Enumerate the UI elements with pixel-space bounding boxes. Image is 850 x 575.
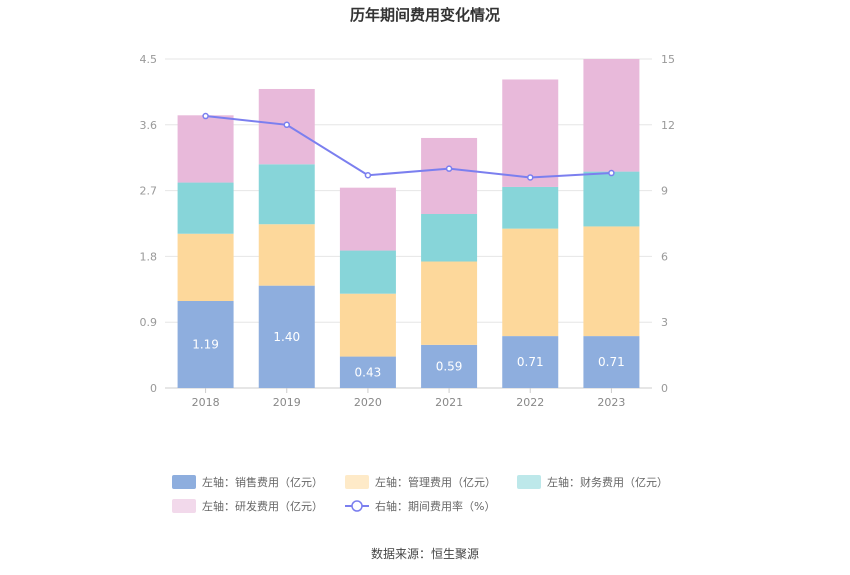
bar-segment bbox=[502, 228, 559, 337]
y-left-tick-label: 0.9 bbox=[140, 316, 158, 329]
bar-segment bbox=[583, 336, 640, 388]
legend-label: 左轴：销售费用（亿元） bbox=[202, 475, 323, 489]
bar-segment bbox=[583, 59, 640, 172]
bar-segment bbox=[421, 261, 478, 345]
x-tick-label: 2018 bbox=[192, 396, 220, 409]
y-axis-left: 0 0.9 1.8 2.7 3.6 4.5 bbox=[140, 53, 158, 395]
data-label: 1.19 bbox=[192, 337, 219, 351]
y-left-tick-label: 4.5 bbox=[140, 53, 158, 66]
bar-segment bbox=[502, 186, 559, 229]
y-right-tick-label: 0 bbox=[661, 382, 668, 395]
bar-segment bbox=[177, 182, 234, 234]
legend-label: 左轴：财务费用（亿元） bbox=[547, 475, 668, 489]
legend-item[interactable]: 左轴：研发费用（亿元） bbox=[172, 499, 323, 513]
rate-point bbox=[202, 112, 209, 120]
rate-point bbox=[527, 174, 534, 181]
bar-segment bbox=[258, 164, 315, 225]
bar-segment bbox=[339, 356, 396, 388]
legend-label: 左轴：管理费用（亿元） bbox=[375, 475, 496, 489]
legend[interactable]: 左轴：销售费用（亿元） 左轴：管理费用（亿元） 左轴：财务费用（亿元） 左轴：研发费用… bbox=[172, 475, 668, 513]
bar-segment bbox=[421, 137, 478, 214]
rate-point bbox=[364, 171, 372, 179]
bar-segment bbox=[502, 336, 559, 388]
bar-segment bbox=[177, 115, 234, 183]
chart-title: 历年期间费用变化情况 bbox=[350, 6, 500, 24]
y-right-tick-label: 9 bbox=[661, 185, 668, 198]
legend-swatch bbox=[172, 499, 196, 513]
legend-label: 右轴：期间费用率（%） bbox=[375, 499, 495, 513]
x-tick-label: 2020 bbox=[354, 396, 382, 409]
rate-point bbox=[445, 165, 453, 172]
legend-label: 左轴：研发费用（亿元） bbox=[202, 499, 323, 513]
bar-segment bbox=[258, 224, 315, 286]
bar-segment bbox=[583, 171, 640, 227]
bar-segment bbox=[339, 293, 396, 357]
data-labels: 1.19 1.40 0.43 0.59 0.71 0.71 bbox=[192, 330, 625, 379]
data-label: 0.71 bbox=[598, 355, 625, 369]
bar-segment bbox=[258, 285, 315, 388]
legend-swatch bbox=[517, 475, 541, 489]
legend-item[interactable]: 右轴：期间费用率（%） bbox=[345, 499, 495, 513]
bar-segment bbox=[339, 187, 396, 251]
x-tick-label: 2022 bbox=[516, 396, 544, 409]
y-left-tick-label: 1.8 bbox=[140, 250, 158, 263]
y-left-tick-label: 2.7 bbox=[140, 185, 158, 198]
source-note: 数据来源：恒生聚源 bbox=[371, 546, 479, 561]
x-axis: 2018 2019 2020 2021 2022 2023 bbox=[192, 388, 625, 409]
legend-swatch bbox=[172, 475, 196, 489]
y-right-tick-label: 6 bbox=[661, 250, 668, 263]
legend-swatch-marker bbox=[351, 500, 363, 512]
y-right-tick-label: 3 bbox=[661, 316, 668, 329]
data-label: 0.71 bbox=[517, 355, 544, 369]
bar-segment bbox=[583, 226, 640, 337]
y-left-tick-label: 0 bbox=[150, 382, 157, 395]
x-tick-label: 2021 bbox=[435, 396, 463, 409]
bars bbox=[177, 59, 640, 388]
y-right-tick-label: 15 bbox=[661, 53, 675, 66]
rate-line bbox=[202, 112, 615, 181]
x-tick-label: 2019 bbox=[273, 396, 301, 409]
rate-point bbox=[608, 169, 615, 177]
legend-item[interactable]: 左轴：管理费用（亿元） bbox=[345, 475, 496, 489]
legend-item[interactable]: 左轴：财务费用（亿元） bbox=[517, 475, 668, 489]
bar-segment bbox=[177, 233, 234, 301]
bar-segment bbox=[421, 344, 478, 388]
data-label: 0.43 bbox=[355, 365, 382, 379]
data-label: 1.40 bbox=[273, 330, 300, 344]
bar-segment bbox=[339, 250, 396, 294]
data-label: 0.59 bbox=[436, 359, 463, 373]
bar-segment bbox=[502, 79, 559, 187]
x-tick-label: 2023 bbox=[597, 396, 625, 409]
y-right-tick-label: 12 bbox=[661, 119, 675, 132]
bar-segment bbox=[177, 300, 234, 388]
grid bbox=[165, 58, 652, 389]
rate-point bbox=[283, 121, 290, 129]
y-axis-right: 0 3 6 9 12 15 bbox=[661, 53, 675, 395]
bar-segment bbox=[421, 213, 478, 262]
legend-item[interactable]: 左轴：销售费用（亿元） bbox=[172, 475, 323, 489]
legend-swatch bbox=[345, 475, 369, 489]
y-left-tick-label: 3.6 bbox=[140, 119, 158, 132]
rate-line-path bbox=[205, 115, 612, 179]
